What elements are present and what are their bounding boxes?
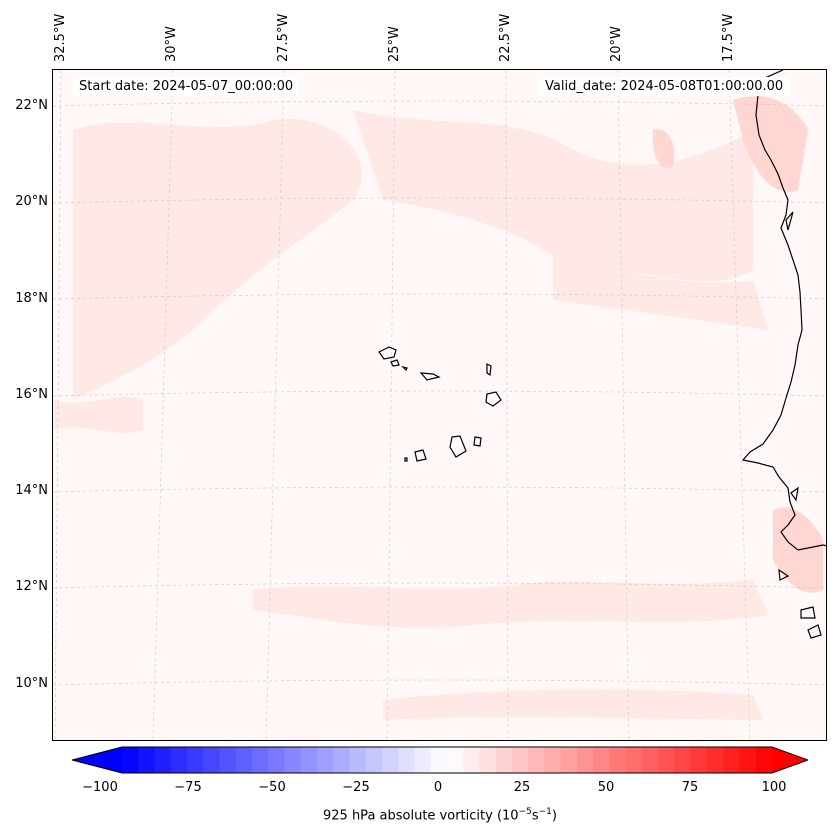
colorbar-cell xyxy=(707,747,724,773)
colorbar-min-extend xyxy=(72,747,122,773)
colorbar-label: 925 hPa absolute vorticity (10−5s−1) xyxy=(323,807,557,824)
colorbar-cell xyxy=(755,747,773,773)
colorbar-tick-0: 0 xyxy=(433,780,443,795)
colorbar-cell xyxy=(479,747,497,773)
colorbar-cells xyxy=(122,747,773,773)
colorbar-cell xyxy=(658,747,675,773)
lon-label-25w: 25°W xyxy=(387,26,402,62)
colorbar-tick-100: 100 xyxy=(761,780,787,795)
colorbar-cell xyxy=(430,747,448,773)
colorbar-outline xyxy=(72,746,808,774)
lat-label-10n: 10°N xyxy=(15,676,48,691)
colorbar-cell xyxy=(642,747,659,773)
colorbar-tick-25: 25 xyxy=(513,780,531,795)
colorbar-tick-neg75: −75 xyxy=(174,780,202,795)
colorbar-tick-neg25: −25 xyxy=(342,780,370,795)
lat-label-16n: 16°N xyxy=(15,387,48,402)
lon-label-20w: 20°W xyxy=(609,26,624,62)
colorbar-cell xyxy=(690,747,708,773)
colorbar-cell xyxy=(674,747,692,773)
colorbar-cell xyxy=(593,747,610,773)
colorbar-cell xyxy=(577,747,594,773)
lon-label-27-5w: 27.5°W xyxy=(276,13,291,62)
colorbar-cell xyxy=(170,747,188,773)
colorbar-cell xyxy=(414,747,432,773)
colorbar-cell xyxy=(398,747,415,773)
colorbar-cell xyxy=(447,747,464,773)
colorbar-cell xyxy=(609,747,627,773)
cape-verde-islands xyxy=(378,346,502,462)
colorbar-cell xyxy=(122,747,139,773)
colorbar-cell xyxy=(300,747,318,773)
lon-label-30w: 30°W xyxy=(164,26,179,62)
colorbar-cell xyxy=(495,747,513,773)
lon-label-22-5w: 22.5°W xyxy=(498,13,513,62)
lat-label-14n: 14°N xyxy=(15,483,48,498)
lat-label-12n: 12°N xyxy=(15,579,48,594)
colorbar-cell xyxy=(560,747,578,773)
colorbar-cell xyxy=(739,747,757,773)
colorbar xyxy=(72,746,808,774)
colorbar-tick-neg100: −100 xyxy=(82,780,118,795)
graticule xyxy=(53,70,826,740)
colorbar-cell xyxy=(382,747,399,773)
colorbar-tick-50: 50 xyxy=(597,780,615,795)
colorbar-cell xyxy=(252,747,269,773)
colorbar-cell xyxy=(219,747,237,773)
colorbar-cell xyxy=(268,747,285,773)
colorbar-cell xyxy=(349,747,367,773)
colorbar-cell xyxy=(463,747,480,773)
lon-label-17-5w: 17.5°W xyxy=(721,13,736,62)
lat-label-18n: 18°N xyxy=(15,291,48,306)
colorbar-cell xyxy=(317,747,334,773)
colorbar-tick-75: 75 xyxy=(681,780,699,795)
colorbar-cell xyxy=(138,747,155,773)
african-coastline xyxy=(741,70,826,639)
vorticity-map xyxy=(53,70,826,740)
colorbar-cell xyxy=(723,747,740,773)
lon-label-32-5w: 32.5°W xyxy=(53,13,68,62)
colorbar-cell xyxy=(625,747,643,773)
colorbar-cell xyxy=(284,747,302,773)
colorbar-cell xyxy=(528,747,545,773)
valid-date-label: Valid_date: 2024-05-08T01:00:00.00 xyxy=(539,77,790,96)
colorbar-cell xyxy=(365,747,383,773)
colorbar-cell xyxy=(544,747,562,773)
lat-label-20n: 20°N xyxy=(15,194,48,209)
start-date-label: Start date: 2024-05-07_00:00:00 xyxy=(73,77,300,96)
colorbar-cell xyxy=(203,747,220,773)
colorbar-cell xyxy=(512,747,529,773)
colorbar-cell xyxy=(333,747,350,773)
colorbar-cell xyxy=(187,747,204,773)
colorbar-cell xyxy=(235,747,253,773)
lat-label-22n: 22°N xyxy=(15,98,48,113)
colorbar-cell xyxy=(154,747,172,773)
colorbar-tick-neg50: −50 xyxy=(258,780,286,795)
map-panel[interactable] xyxy=(52,69,827,741)
colorbar-max-extend xyxy=(772,747,808,773)
vorticity-fill xyxy=(53,110,768,720)
